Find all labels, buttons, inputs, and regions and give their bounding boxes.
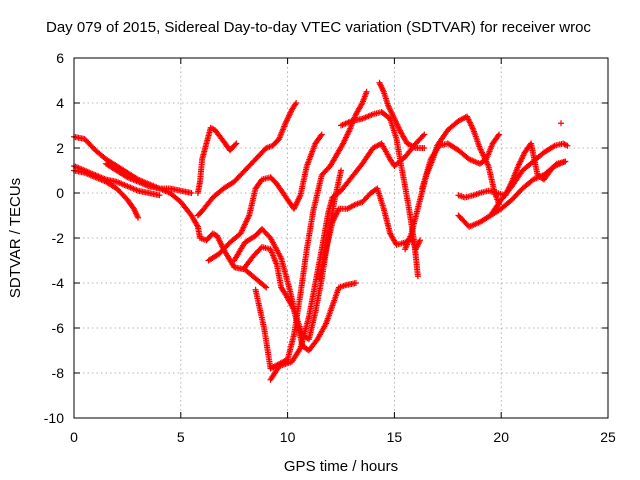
grid-lines — [74, 58, 608, 418]
data-point — [261, 283, 268, 290]
series-track-15 — [402, 113, 503, 253]
x-tick-label: 0 — [70, 429, 78, 445]
data-points — [71, 79, 571, 383]
data-point — [417, 237, 424, 244]
series-track-16 — [419, 131, 503, 192]
data-point — [263, 284, 270, 291]
series-track-18 — [455, 158, 569, 230]
x-tick-label: 5 — [177, 429, 185, 445]
y-tick-label: 6 — [56, 50, 64, 66]
y-tick-label: 4 — [56, 95, 64, 111]
data-point — [558, 120, 565, 127]
series-track-7 — [205, 131, 325, 264]
y-tick-label: -2 — [52, 230, 65, 246]
series-track-14 — [376, 79, 428, 151]
series-track-13 — [338, 109, 421, 280]
data-point — [233, 140, 240, 147]
x-tick-labels: 0 5 10 15 20 25 — [70, 429, 616, 445]
data-point — [496, 131, 503, 138]
series-track-3 — [71, 167, 142, 221]
x-tick-label: 25 — [600, 429, 616, 445]
data-point — [188, 190, 195, 196]
y-tick-label: -10 — [44, 410, 64, 426]
axis-ticks — [73, 57, 609, 419]
series-track-20 — [558, 120, 565, 127]
data-point — [156, 192, 163, 199]
data-point — [317, 132, 324, 139]
data-point — [421, 131, 428, 138]
data-point — [414, 273, 421, 280]
data-point — [135, 214, 142, 221]
x-axis-title: GPS time / hours — [284, 458, 398, 475]
series-track-4 — [103, 160, 270, 291]
y-tick-label: -4 — [52, 275, 65, 291]
series-track-6 — [194, 100, 300, 219]
x-tick-label: 10 — [280, 429, 296, 445]
series-track-5 — [194, 124, 240, 196]
y-tick-label: 0 — [56, 185, 64, 201]
x-tick-label: 15 — [387, 429, 403, 445]
data-point — [232, 141, 239, 148]
data-point — [421, 145, 428, 151]
y-tick-labels: -10 -8 -6 -4 -2 0 2 4 6 — [44, 50, 64, 426]
data-point — [293, 100, 300, 106]
data-point — [562, 158, 569, 165]
data-point — [338, 167, 344, 174]
series-track-19 — [487, 140, 571, 219]
y-tick-label: -6 — [52, 320, 65, 336]
series-track-1 — [71, 133, 195, 196]
data-point — [495, 132, 502, 139]
y-tick-label: -8 — [52, 365, 65, 381]
y-tick-label: 2 — [56, 140, 64, 156]
data-point — [564, 142, 571, 149]
chart-title: Day 079 of 2015, Sidereal Day-to-day VTE… — [46, 19, 591, 36]
x-tick-label: 20 — [493, 429, 509, 445]
data-point — [363, 88, 370, 95]
data-point — [318, 131, 325, 138]
y-axis-title: SDTVAR / TECUs — [7, 178, 24, 298]
data-point — [292, 101, 299, 108]
series-track-10 — [252, 88, 370, 372]
data-point — [550, 143, 557, 150]
data-point — [420, 132, 427, 139]
data-point — [352, 280, 359, 286]
